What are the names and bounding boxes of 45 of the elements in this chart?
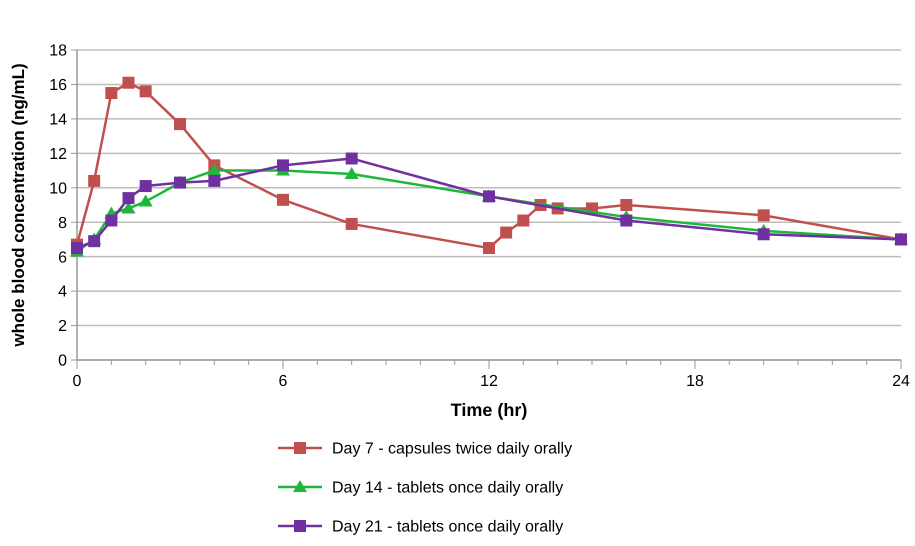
point (758, 228, 770, 240)
point (344, 167, 359, 179)
y-tick-label: 2 (58, 318, 68, 336)
point (758, 209, 770, 222)
point (105, 214, 118, 226)
point (122, 192, 134, 204)
point (500, 226, 512, 239)
legend-label: Day 21 - tablets once daily orally (332, 518, 564, 536)
point (174, 118, 186, 130)
point (620, 214, 632, 226)
point (346, 152, 358, 164)
point (71, 242, 83, 254)
x-axis-title: Time (hr) (450, 400, 528, 420)
x-tick-label: 18 (686, 373, 704, 390)
x-tick-label: 24 (892, 373, 910, 390)
x-tick-label: 6 (278, 373, 288, 390)
point (88, 174, 100, 187)
y-tick-label: 18 (49, 42, 68, 60)
point (122, 76, 134, 89)
y-tick-label: 16 (49, 77, 68, 94)
point (277, 194, 289, 206)
x-tick-label: 12 (480, 373, 498, 390)
point (346, 218, 358, 230)
y-tick-label: 0 (58, 352, 68, 370)
x-tick-label: 0 (72, 373, 82, 390)
point (483, 242, 495, 254)
y-tick-label: 6 (58, 249, 68, 266)
point (620, 199, 632, 211)
y-tick-label: 8 (58, 214, 68, 232)
point (105, 87, 118, 100)
y-axis-title: whole blood concentration (ng/mL) (9, 63, 28, 348)
point (277, 159, 289, 172)
y-tick-label: 4 (58, 284, 68, 301)
point (517, 214, 530, 226)
y-tick-label: 12 (49, 146, 68, 163)
point (138, 194, 153, 207)
y-tick-label: 10 (49, 180, 68, 198)
point (207, 164, 222, 176)
point (88, 235, 100, 248)
legend-label: Day 7 - capsules twice daily orally (332, 440, 572, 458)
legend-label: Day 14 - tablets once daily orally (332, 480, 564, 497)
y-tick-label: 14 (49, 111, 68, 128)
point (140, 85, 152, 98)
point (208, 174, 220, 187)
point (140, 180, 152, 192)
